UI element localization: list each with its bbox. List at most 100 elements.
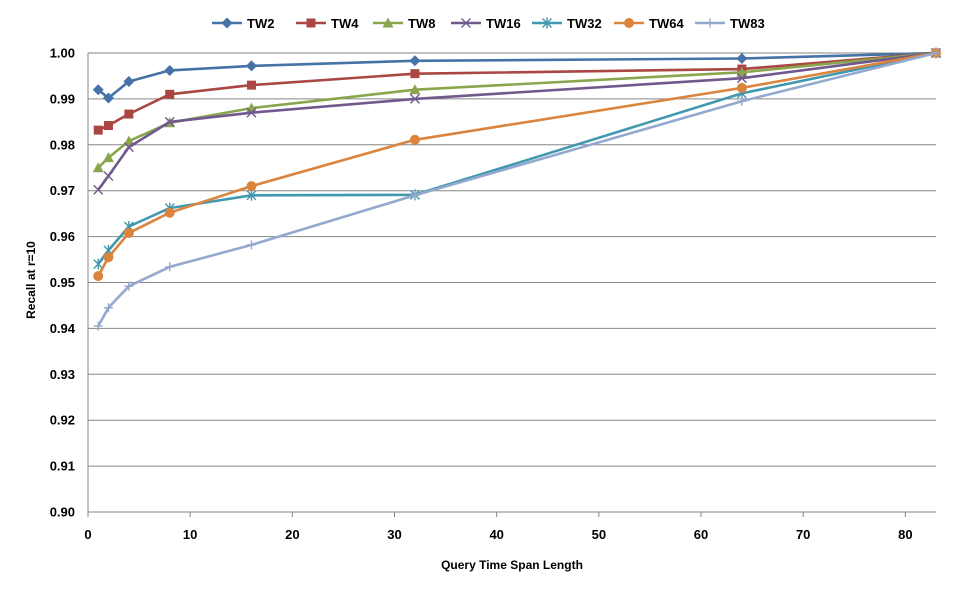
series <box>92 47 942 331</box>
series-tw16 <box>93 48 941 195</box>
data-point-tw83 <box>93 321 103 331</box>
series-tw64 <box>93 48 941 282</box>
data-point-tw2 <box>409 55 421 67</box>
data-point-tw64 <box>736 82 747 93</box>
legend-label-tw4: TW4 <box>331 16 359 31</box>
data-point-tw64 <box>409 134 420 145</box>
x-tick-label: 80 <box>898 527 912 542</box>
series-tw8 <box>92 47 942 173</box>
legend-item-tw32: TW32 <box>532 16 602 31</box>
data-point-tw16 <box>736 73 747 84</box>
data-point-tw64 <box>123 227 134 238</box>
legend-label-tw8: TW8 <box>408 16 435 31</box>
axes: 0.90 0.91 0.92 0.93 0.94 0.95 0.96 0.97 0.98 0.99… <box>50 46 936 542</box>
y-axis-title: Recall at r=10 <box>24 241 38 319</box>
data-point-tw83 <box>410 190 420 200</box>
data-point-tw2 <box>123 75 135 87</box>
data-point-tw64 <box>93 271 104 282</box>
y-tick-label: 0.96 <box>50 229 75 244</box>
legend-item-tw64: TW64 <box>614 16 684 31</box>
legend-marker-tw32 <box>542 17 552 29</box>
data-point-tw16 <box>103 171 114 182</box>
data-point-tw8 <box>736 66 748 77</box>
legend-label-tw16: TW16 <box>486 16 521 31</box>
y-tick-label: 0.93 <box>50 367 75 382</box>
data-point-tw83 <box>931 48 941 58</box>
x-tick-label: 10 <box>183 527 197 542</box>
x-tick-label: 30 <box>387 527 401 542</box>
legend-item-tw16: TW16 <box>451 16 521 31</box>
series-tw2 <box>92 47 942 104</box>
y-tick-label: 0.99 <box>50 91 75 106</box>
data-point-tw32 <box>246 189 257 201</box>
legend-item-tw8: TW8 <box>373 16 435 31</box>
legend-marker-tw16 <box>461 18 471 28</box>
x-axis-title: Query Time Span Length <box>441 558 583 572</box>
data-point-tw83 <box>165 262 175 272</box>
data-point-tw4 <box>124 109 134 119</box>
data-point-tw8 <box>92 162 104 173</box>
y-tick-label: 0.91 <box>50 459 75 474</box>
x-tick-label: 20 <box>285 527 299 542</box>
y-tick-label: 0.97 <box>50 183 75 198</box>
x-tick-label: 0 <box>84 527 91 542</box>
data-point-tw64 <box>164 207 175 218</box>
data-point-tw83 <box>737 96 747 106</box>
legend-marker-tw2 <box>221 17 233 29</box>
series-line-tw2 <box>97 51 937 100</box>
y-tick-label: 1.00 <box>50 46 75 61</box>
data-point-tw2 <box>102 92 114 104</box>
legend-item-tw4: TW4 <box>296 16 359 31</box>
legend-marker-tw8 <box>382 17 394 28</box>
data-point-tw2 <box>92 84 104 96</box>
legend-label-tw32: TW32 <box>567 16 602 31</box>
data-point-tw83 <box>103 303 113 313</box>
gridlines <box>88 52 936 513</box>
data-point-tw8 <box>409 84 421 95</box>
data-point-tw2 <box>736 53 748 65</box>
legend-marker-tw83 <box>705 18 715 28</box>
data-point-tw4 <box>165 89 175 99</box>
series-line-tw64 <box>97 51 937 277</box>
data-point-tw16 <box>93 184 104 195</box>
data-point-tw4 <box>246 80 256 90</box>
y-tick-label: 0.98 <box>50 137 75 152</box>
data-point-tw2 <box>164 64 176 76</box>
y-tick-label: 0.95 <box>50 275 75 290</box>
legend-label-tw2: TW2 <box>247 16 274 31</box>
x-tick-label: 40 <box>489 527 503 542</box>
data-point-tw16 <box>164 116 175 127</box>
data-point-tw64 <box>103 252 114 263</box>
series-line-tw16 <box>97 51 937 191</box>
series-line-tw8 <box>97 51 937 169</box>
data-point-tw16 <box>409 93 420 104</box>
x-tick-label: 60 <box>694 527 708 542</box>
legend-marker-tw4 <box>306 18 316 28</box>
data-point-tw32 <box>93 258 104 270</box>
data-point-tw8 <box>102 152 114 163</box>
data-point-tw4 <box>103 121 113 131</box>
data-point-tw16 <box>246 107 257 118</box>
series-line-tw83 <box>97 51 937 327</box>
legend: TW2 TW4 TW8 TW16 TW32 TW64 TW83 <box>212 16 765 31</box>
data-point-tw16 <box>123 142 134 153</box>
data-point-tw83 <box>124 281 134 291</box>
legend-label-tw64: TW64 <box>649 16 684 31</box>
data-point-tw64 <box>246 181 257 192</box>
y-tick-label: 0.90 <box>50 505 75 520</box>
legend-label-tw83: TW83 <box>730 16 765 31</box>
data-point-tw4 <box>410 69 420 79</box>
legend-marker-tw64 <box>624 18 634 28</box>
series-tw83 <box>93 48 941 331</box>
x-tick-label: 50 <box>592 527 606 542</box>
legend-item-tw83: TW83 <box>695 16 765 31</box>
data-point-tw4 <box>93 125 103 135</box>
y-tick-label: 0.94 <box>50 321 76 336</box>
data-point-tw8 <box>123 135 135 146</box>
data-point-tw83 <box>246 240 256 250</box>
legend-item-tw2: TW2 <box>212 16 274 31</box>
y-tick-label: 0.92 <box>50 413 75 428</box>
x-tick-label: 70 <box>796 527 810 542</box>
